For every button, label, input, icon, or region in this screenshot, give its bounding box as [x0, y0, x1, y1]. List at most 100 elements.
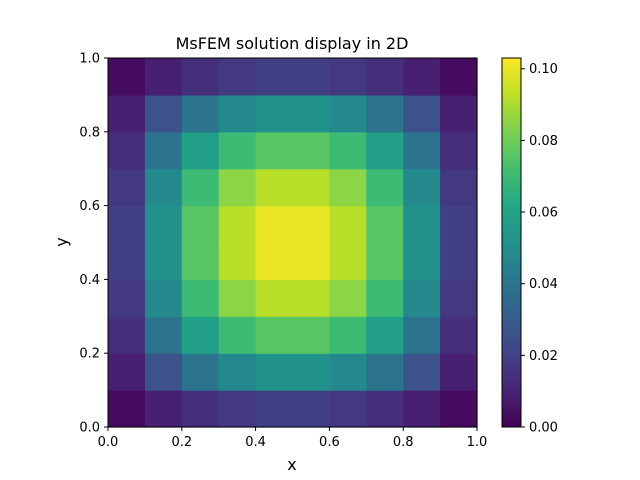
- heatmap-cell: [255, 242, 294, 280]
- heatmap-cell: [255, 168, 294, 207]
- heatmap-cell: [440, 94, 478, 133]
- heatmap-cell: [292, 168, 330, 207]
- x-tick-label: 0.8: [393, 435, 414, 450]
- heatmap-cell: [292, 94, 330, 133]
- heatmap-cell: [366, 58, 404, 96]
- heatmap-cell: [144, 279, 183, 317]
- heatmap-cell: [255, 390, 294, 428]
- y-axis-label: y: [52, 237, 71, 246]
- heatmap-cell: [255, 131, 294, 170]
- x-tick-label: 0.2: [171, 435, 192, 450]
- x-tick-label: 0.4: [245, 435, 266, 450]
- heatmap-cell: [403, 94, 441, 133]
- heatmap-cell: [403, 168, 441, 207]
- heatmap-cell: [181, 279, 220, 317]
- heatmap-cell: [403, 279, 441, 317]
- colorbar-tick-label: 0.06: [529, 206, 558, 221]
- heatmap-cell: [366, 242, 404, 280]
- heatmap-cell: [440, 58, 478, 96]
- heatmap-cell: [181, 390, 220, 428]
- heatmap-cell: [108, 94, 146, 133]
- colorbar-tick-label: 0.08: [529, 134, 558, 149]
- heatmap-cell: [366, 279, 404, 317]
- heatmap-cell: [108, 353, 146, 391]
- heatmap-cell: [403, 58, 441, 96]
- heatmap-cell: [218, 279, 257, 317]
- x-tick-label: 1.0: [467, 435, 488, 450]
- heatmap-cell: [255, 353, 294, 391]
- heatmap-cell: [218, 390, 257, 428]
- colorbar-tick-label: 0.04: [529, 277, 558, 292]
- y-tick-label: 0.4: [79, 273, 100, 288]
- heatmap-cell: [403, 390, 441, 428]
- x-tick-label: 0.0: [98, 435, 119, 450]
- heatmap-cell: [366, 205, 404, 244]
- heatmap-cell: [181, 58, 220, 96]
- heatmap-cell: [218, 205, 257, 244]
- heatmap-cell: [440, 205, 478, 244]
- heatmap-cell: [144, 316, 183, 354]
- x-axis-label: x: [287, 455, 296, 474]
- heatmap-cell: [292, 242, 330, 280]
- heatmap-cell: [218, 353, 257, 391]
- heatmap-cell: [144, 58, 183, 96]
- heatmap-cell: [108, 242, 146, 280]
- heatmap-cell: [440, 353, 478, 391]
- y-tick-label: 1.0: [79, 52, 100, 67]
- heatmap-cell: [366, 353, 404, 391]
- heatmap-cell: [292, 390, 330, 428]
- heatmap-cell: [403, 131, 441, 170]
- heatmap-cell: [108, 205, 146, 244]
- heatmap-cell: [329, 353, 367, 391]
- heatmap-cell: [181, 205, 220, 244]
- heatmap-cell: [108, 316, 146, 354]
- chart-title: MsFEM solution display in 2D: [176, 34, 409, 53]
- heatmap-cell: [329, 58, 367, 96]
- heatmap-cell: [218, 58, 257, 96]
- heatmap-cell: [108, 58, 146, 96]
- heatmap-cell: [292, 131, 330, 170]
- y-tick-label: 0.6: [79, 199, 100, 214]
- heatmap-cell: [292, 316, 330, 354]
- heatmap-cell: [108, 131, 146, 170]
- heatmap-cell: [181, 168, 220, 207]
- colorbar: [501, 57, 522, 428]
- heatmap-cell: [403, 316, 441, 354]
- colorbar-ticks: 0.00 0.02 0.04 0.06 0.08 0.10: [521, 62, 558, 436]
- y-axis-ticks: 0.0 0.2 0.4 0.6 0.8 1.0: [79, 52, 108, 436]
- heatmap-cell: [144, 168, 183, 207]
- x-tick-label: 0.6: [319, 435, 340, 450]
- plot-frame: [107, 57, 478, 428]
- heatmap-cell: [292, 58, 330, 96]
- heatmap-cell: [144, 205, 183, 244]
- heatmap-cell: [440, 316, 478, 354]
- colorbar-tick-label: 0.02: [529, 349, 558, 364]
- heatmap-cell: [218, 94, 257, 133]
- heatmap-cell: [108, 390, 146, 428]
- y-tick-label: 0.0: [79, 421, 100, 436]
- heatmap-cell: [329, 94, 367, 133]
- heatmap-cell: [144, 242, 183, 280]
- heatmap-cell: [440, 131, 478, 170]
- heatmap-cell: [329, 316, 367, 354]
- heatmap-cell: [366, 168, 404, 207]
- heatmap-cell: [440, 242, 478, 280]
- heatmap-cell: [144, 131, 183, 170]
- heatmap-cell: [403, 242, 441, 280]
- heatmap-cell: [366, 390, 404, 428]
- heatmap-cell: [255, 205, 294, 244]
- heatmap-cell: [255, 58, 294, 96]
- heatmap-cell: [181, 242, 220, 280]
- heatmap-cell: [255, 316, 294, 354]
- heatmap-cell: [329, 242, 367, 280]
- heatmap-cell: [181, 353, 220, 391]
- heatmap-cell: [440, 168, 478, 207]
- heatmap-cell: [292, 205, 330, 244]
- heatmap-cell: [403, 353, 441, 391]
- heatmap-cell: [366, 94, 404, 133]
- heatmap-cell: [292, 279, 330, 317]
- heatmap-cell: [329, 390, 367, 428]
- heatmap-cell: [218, 168, 257, 207]
- colorbar-tick-label: 0.10: [529, 62, 558, 77]
